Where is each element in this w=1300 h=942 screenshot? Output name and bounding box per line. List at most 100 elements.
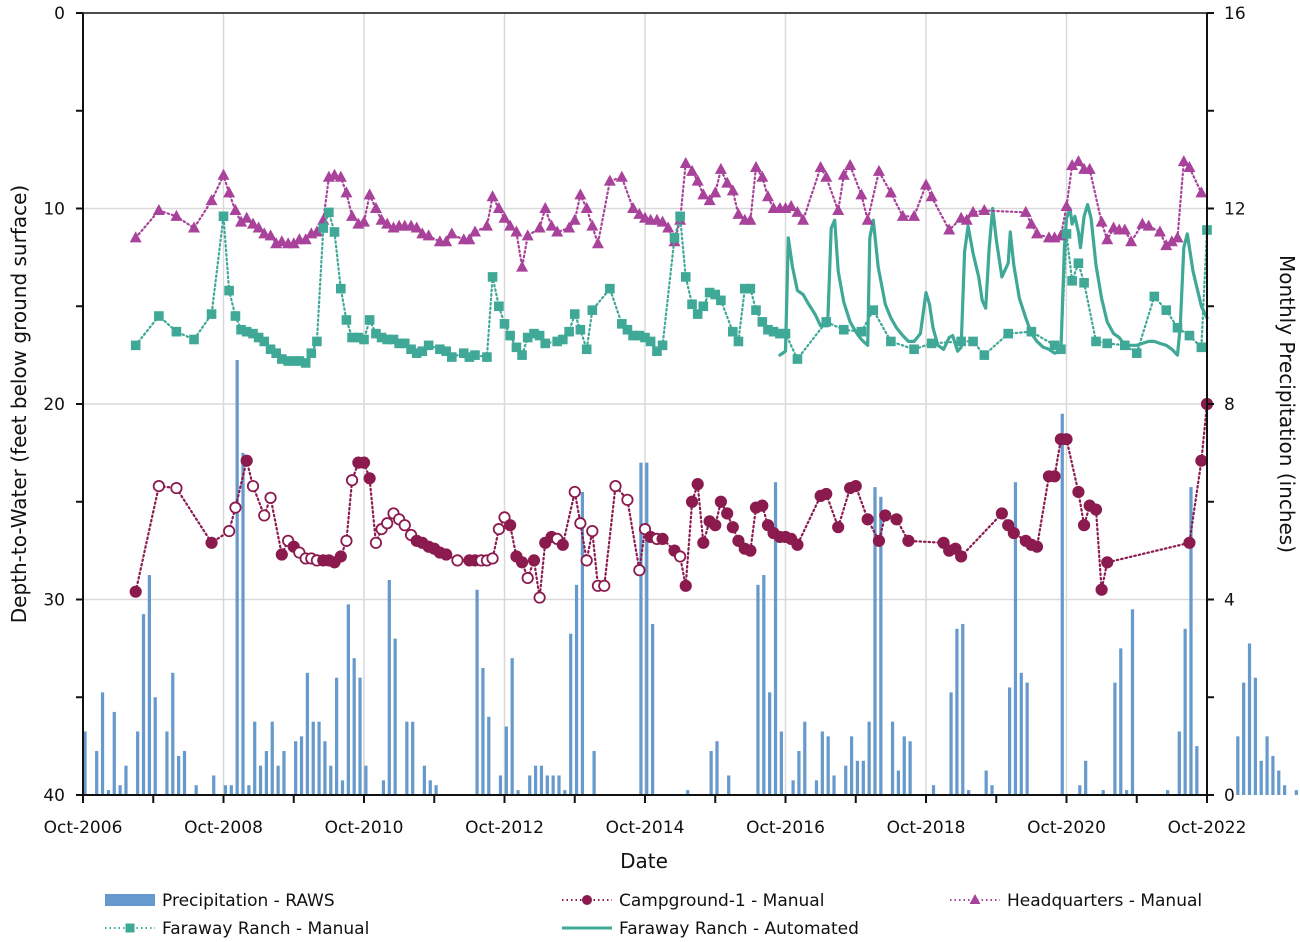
legend-item: Campground-1 - Manual: [562, 891, 824, 911]
x-tick-label: Oct-2006: [44, 818, 123, 838]
headquarters-manual-point: [967, 205, 980, 217]
headquarters-manual-point: [1171, 231, 1184, 243]
faraway-ranch-manual-point: [581, 344, 592, 355]
faraway-ranch-manual-point: [230, 311, 241, 321]
campground-1-manual-point: [861, 513, 874, 526]
faraway-ranch-manual-point: [698, 301, 709, 312]
series-lines: [129, 155, 1214, 604]
campground-1-manual-point: [556, 538, 569, 551]
campground-1-manual-point: [849, 480, 862, 493]
campground-1-manual-point: [129, 585, 142, 598]
precip-bar: [990, 785, 994, 795]
x-tick-label: Oct-2012: [465, 818, 544, 838]
campground-1-manual-point: [1072, 485, 1085, 499]
faraway-ranch-manual-point: [324, 207, 334, 218]
headquarters-manual-point: [533, 221, 546, 233]
precip-bar: [873, 487, 877, 795]
precip-bar: [557, 775, 561, 795]
faraway-ranch-manual-point: [540, 338, 551, 349]
faraway-ranch-manual-point: [259, 336, 270, 347]
precip-bar: [949, 692, 953, 795]
headquarters-manual-point: [726, 184, 739, 196]
headquarters-manual-point: [445, 227, 458, 239]
headquarters-manual-point: [369, 202, 382, 213]
headquarters-manual-point: [1183, 160, 1196, 172]
precip-bar: [247, 785, 251, 795]
campground-1-manual-point: [240, 454, 253, 467]
headquarters-manual-point: [1025, 217, 1038, 229]
headquarters-manual-point: [440, 235, 453, 247]
precip-bar: [1113, 682, 1117, 795]
precip-bar: [651, 623, 655, 795]
headquarters-manual-point: [1118, 223, 1131, 235]
campground-1-manual-point: [1077, 519, 1091, 532]
faraway-ranch-manual-point: [745, 283, 756, 294]
faraway-ranch-manual-point: [634, 330, 645, 341]
faraway-ranch-manual-point: [376, 332, 387, 343]
precip-bar: [984, 770, 988, 795]
precip-bar: [305, 672, 309, 795]
headquarters-manual-point: [410, 221, 423, 233]
precip-bar: [961, 623, 965, 795]
campground-1-manual-point: [574, 517, 587, 530]
precip-bar: [276, 765, 280, 795]
precip-bar: [1130, 609, 1135, 795]
campground-1-manual-point: [598, 579, 611, 592]
precip-bar: [182, 751, 187, 795]
precip-bar: [352, 658, 356, 795]
legend-label: Headquarters - Manual: [1007, 891, 1202, 911]
campground-1-manual-point: [1007, 526, 1020, 540]
y-axis-ticks: 0 10 20 30 40: [43, 4, 83, 806]
precip-bar: [545, 775, 549, 795]
faraway-ranch-manual-point: [458, 348, 469, 358]
campground-1-manual-point: [714, 495, 727, 508]
faraway-ranch-manual-point: [669, 233, 680, 243]
legend-item: Faraway Ranch - Manual: [105, 919, 369, 939]
headquarters-manual-point: [340, 186, 353, 198]
legend-item: Faraway Ranch - Automated: [562, 919, 859, 939]
faraway-ranch-manual-point: [652, 346, 662, 357]
faraway-ranch-manual-point: [265, 344, 276, 355]
headquarters-manual-point: [761, 190, 774, 202]
headquarters-manual-point: [749, 160, 762, 172]
faraway-ranch-manual-point: [751, 305, 761, 315]
y2-tick-label: 0: [1224, 786, 1235, 806]
y2-tick-label: 8: [1224, 395, 1235, 415]
precip-bar: [346, 604, 350, 795]
campground-1-manual-point: [369, 536, 383, 549]
precip-bar: [311, 721, 315, 795]
faraway-ranch-manual-point: [710, 289, 721, 300]
precip-bar: [317, 721, 321, 795]
campground-1-manual-point: [264, 491, 277, 504]
headquarters-manual-point: [1165, 235, 1178, 247]
campground-1-manual-point: [486, 552, 499, 565]
precip-bar: [194, 785, 198, 795]
headquarters-manual-point: [1177, 155, 1190, 167]
headquarters-manual-point: [375, 213, 388, 225]
legend-bar-swatch: [105, 894, 155, 906]
faraway-ranch-manual-point: [622, 324, 633, 335]
faraway-ranch-manual-point: [768, 326, 779, 337]
faraway-ranch-manual-point: [1049, 340, 1060, 351]
headquarters-manual-point: [1072, 155, 1085, 167]
precip-bar: [1019, 672, 1023, 795]
precip-bar: [434, 785, 438, 795]
faraway-ranch-manual-point: [294, 356, 305, 366]
headquarters-manual-point: [861, 213, 874, 225]
headquarters-manual-point: [925, 190, 938, 202]
precip-bar: [867, 721, 871, 795]
campground-1-manual-point: [1030, 540, 1044, 553]
faraway-ranch-manual-point: [364, 315, 375, 325]
precip-bar: [890, 721, 895, 795]
faraway-ranch-manual-point: [517, 350, 527, 360]
headquarters-manual-point: [633, 207, 646, 219]
x-tick-label: Oct-2020: [1027, 818, 1106, 838]
headquarters-manual-point: [1142, 219, 1155, 231]
headquarters-manual-point: [1083, 162, 1096, 174]
faraway-ranch-manual-point: [868, 305, 879, 315]
campground-1-manual-point: [1195, 454, 1208, 467]
precip-bar: [563, 790, 567, 795]
precip-bar: [1119, 648, 1123, 795]
precip-bar: [475, 589, 479, 795]
headquarters-manual-point: [480, 219, 493, 231]
